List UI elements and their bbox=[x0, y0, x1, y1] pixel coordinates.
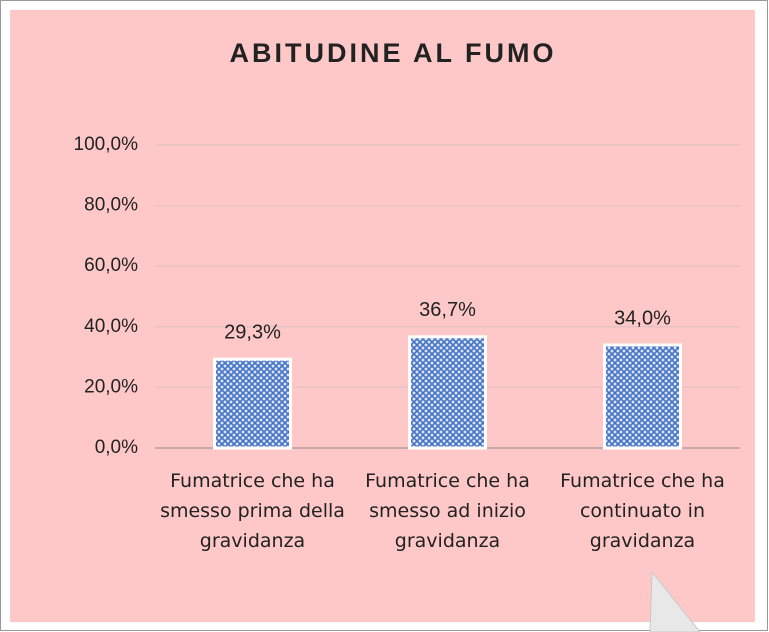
chart-area bbox=[10, 10, 755, 622]
callout-tail bbox=[649, 570, 701, 632]
y-tick-label: 100,0% bbox=[74, 134, 139, 155]
x-tick-label: Fumatrice che ha continuato in gravidanz… bbox=[560, 470, 725, 552]
value-label: 29,3% bbox=[224, 322, 281, 344]
value-label: 34,0% bbox=[614, 307, 671, 329]
x-tick-label: Fumatrice che ha smesso prima della grav… bbox=[160, 470, 345, 552]
x-tick-label: Fumatrice che ha smesso ad inizio gravid… bbox=[365, 470, 530, 552]
bar bbox=[213, 357, 292, 450]
y-tick-label: 80,0% bbox=[84, 195, 138, 216]
y-tick-label: 0,0% bbox=[95, 437, 138, 458]
y-tick-label: 40,0% bbox=[84, 316, 138, 337]
value-label: 36,7% bbox=[419, 299, 476, 321]
chart-title: ABITUDINE AL FUMO bbox=[230, 38, 557, 68]
bar bbox=[603, 343, 682, 450]
y-tick-label: 60,0% bbox=[84, 255, 138, 276]
bar bbox=[408, 335, 487, 450]
y-tick-label: 20,0% bbox=[84, 376, 138, 397]
